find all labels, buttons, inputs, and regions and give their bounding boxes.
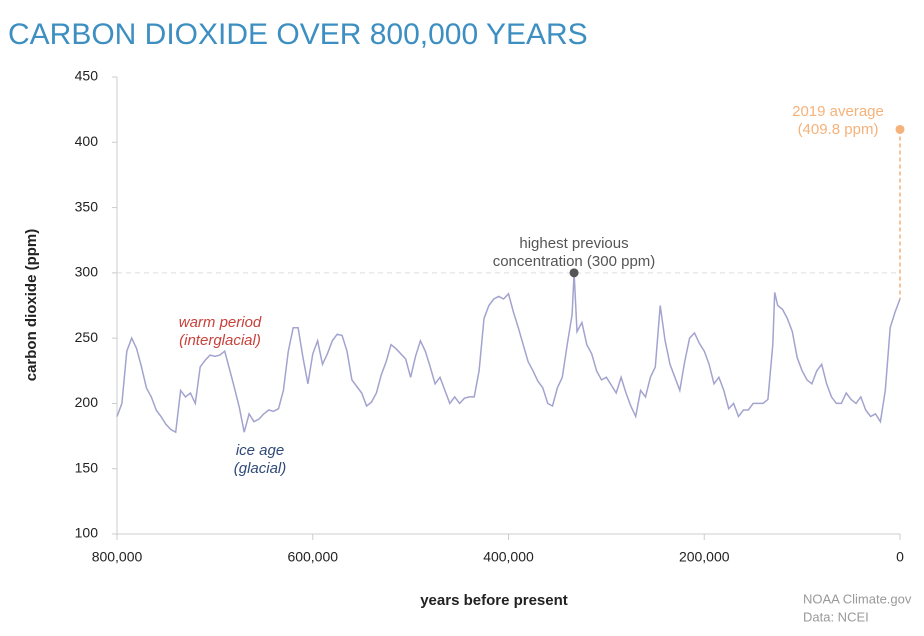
credit: NOAA Climate.gov (803, 591, 912, 606)
y-tick-label: 150 (75, 459, 99, 475)
ice-label: (glacial) (234, 460, 287, 477)
x-tick-label: 400,000 (483, 549, 534, 565)
credit: Data: NCEI (803, 609, 869, 624)
x-tick-label: 0 (896, 549, 904, 565)
x-axis-label: years before present (420, 592, 568, 609)
y-tick-label: 300 (75, 264, 99, 280)
co2-line (116, 272, 901, 434)
x-tick-label: 600,000 (287, 549, 338, 565)
chart-title: CARBON DIOXIDE OVER 800,000 YEARS (8, 18, 588, 51)
current-label: 2019 average (792, 103, 884, 120)
highest-label: concentration (300 ppm) (493, 253, 656, 270)
ice-label: ice age (236, 442, 284, 459)
x-tick-label: 200,000 (679, 549, 730, 565)
current-label: (409.8 ppm) (798, 121, 879, 138)
y-tick-label: 200 (75, 394, 99, 410)
y-axis-label: carbon dioxide (ppm) (23, 229, 40, 382)
y-tick-label: 250 (75, 329, 99, 345)
x-tick-label: 800,000 (92, 549, 143, 565)
current-point (895, 124, 905, 134)
y-tick-label: 450 (75, 68, 99, 84)
y-tick-label: 100 (75, 525, 99, 541)
warm-label: warm period (179, 314, 262, 331)
warm-label: (interglacial) (179, 332, 261, 349)
highest-point (569, 268, 579, 278)
y-tick-label: 400 (75, 133, 99, 149)
highest-label: highest previous (519, 235, 628, 252)
y-tick-label: 350 (75, 198, 99, 214)
